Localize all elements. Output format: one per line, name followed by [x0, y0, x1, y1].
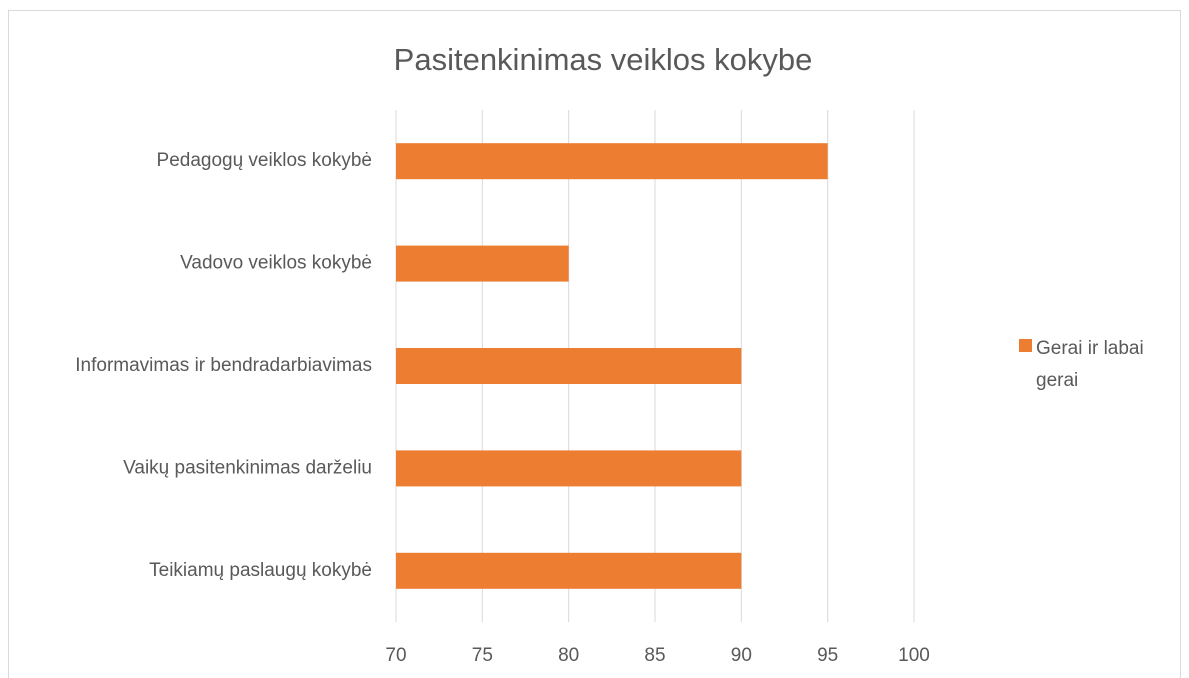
y-tick-label: Vadovo veiklos kokybė — [180, 253, 372, 274]
x-tick-label: 75 — [472, 645, 493, 666]
x-tick-label: 100 — [898, 645, 930, 666]
x-tick-label: 80 — [558, 645, 579, 666]
x-tick-label: 90 — [731, 645, 752, 666]
legend-label: Gerai ir labai gerai — [1036, 338, 1144, 391]
bar — [396, 552, 742, 589]
x-tick-label: 85 — [644, 645, 665, 666]
legend-swatch — [1019, 339, 1032, 352]
x-tick-label: 95 — [817, 645, 838, 666]
y-tick-label: Teikiamų paslaugų kokybė — [149, 560, 372, 581]
bar — [396, 143, 828, 180]
bar — [396, 450, 742, 487]
bar — [396, 348, 742, 384]
chart-border — [8, 10, 1181, 678]
y-tick-label: Informavimas ir bendradarbiavimas — [75, 355, 372, 376]
bar — [396, 245, 569, 282]
x-tick-label: 70 — [385, 645, 406, 666]
chart-title: Pasitenkinimas veiklos kokybe — [394, 42, 813, 77]
y-tick-label: Vaikų pasitenkinimas darželiu — [123, 457, 372, 478]
y-tick-label: Pedagogų veiklos kokybė — [157, 150, 372, 171]
